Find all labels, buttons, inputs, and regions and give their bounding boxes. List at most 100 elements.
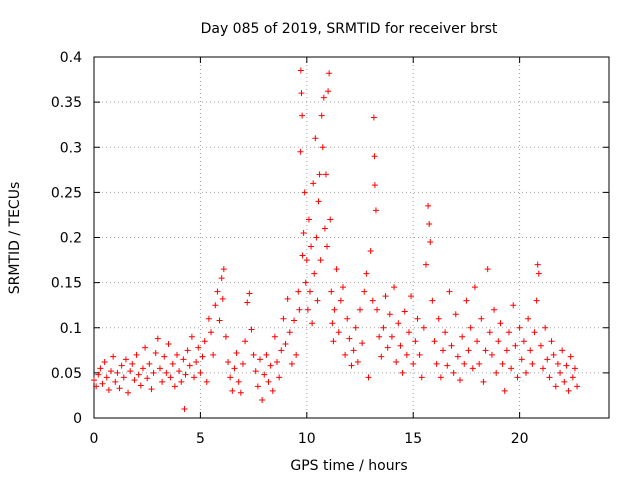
data-point <box>482 347 489 354</box>
data-point <box>222 333 229 340</box>
data-point <box>457 377 464 384</box>
data-point <box>380 324 387 331</box>
data-point <box>191 374 198 381</box>
data-point <box>510 302 517 309</box>
data-point <box>508 365 515 372</box>
data-point <box>327 216 334 223</box>
data-point <box>105 387 112 394</box>
data-point <box>299 112 306 119</box>
data-point <box>346 335 353 342</box>
data-point <box>544 356 551 363</box>
data-point <box>322 171 329 178</box>
data-point <box>314 297 321 304</box>
data-point <box>303 257 310 264</box>
data-point <box>263 351 270 358</box>
data-point <box>137 382 144 389</box>
data-point <box>274 359 281 366</box>
data-point <box>176 368 183 375</box>
data-point <box>154 335 161 342</box>
data-point <box>308 243 315 250</box>
data-point <box>326 70 333 77</box>
data-point <box>350 347 357 354</box>
data-point <box>181 405 188 412</box>
data-point <box>305 216 312 223</box>
data-point <box>316 171 323 178</box>
data-point <box>454 353 461 360</box>
data-point <box>516 324 523 331</box>
data-point <box>397 342 404 349</box>
data-point <box>324 243 331 250</box>
data-point <box>371 153 378 160</box>
data-point <box>505 329 512 336</box>
data-point <box>403 351 410 358</box>
data-point <box>244 299 251 306</box>
data-point <box>405 329 412 336</box>
data-point <box>357 306 364 313</box>
data-point <box>203 378 210 385</box>
data-point <box>188 333 195 340</box>
data-point <box>480 378 487 385</box>
data-point <box>122 356 129 363</box>
data-point <box>261 371 268 378</box>
y-tick-label: 0.35 <box>51 95 82 111</box>
data-point <box>242 338 249 345</box>
data-point <box>309 320 316 327</box>
y-axis: 0 0.05 0.1 0.15 0.2 0.25 0.3 0.35 0.4 <box>51 50 609 427</box>
data-point <box>129 360 136 367</box>
data-point <box>205 315 212 322</box>
data-point <box>474 338 481 345</box>
data-point <box>237 389 244 396</box>
y-tick-label: 0 <box>73 411 82 427</box>
data-point <box>554 360 561 367</box>
data-point <box>297 148 304 155</box>
data-point <box>410 360 417 367</box>
data-point <box>233 350 240 357</box>
x-axis-label: GPS time / hours <box>290 458 407 474</box>
data-point <box>548 338 555 345</box>
data-point <box>448 342 455 349</box>
data-point <box>256 356 263 363</box>
data-point <box>133 351 140 358</box>
data-point <box>352 324 359 331</box>
data-point <box>463 297 470 304</box>
data-point <box>416 351 423 358</box>
data-point <box>95 371 102 378</box>
data-point <box>318 112 325 119</box>
data-point <box>527 347 534 354</box>
data-point <box>540 365 547 372</box>
data-point <box>514 374 521 381</box>
data-point <box>216 317 223 324</box>
data-point <box>503 347 510 354</box>
data-point <box>344 315 351 322</box>
data-point <box>99 380 106 387</box>
data-point <box>386 311 393 318</box>
data-point <box>280 315 287 322</box>
data-point <box>388 333 395 340</box>
data-point <box>469 365 476 372</box>
data-point <box>296 306 303 313</box>
data-point <box>210 351 217 358</box>
data-point <box>184 347 191 354</box>
data-point <box>552 383 559 390</box>
data-point <box>531 329 538 336</box>
data-point <box>478 315 485 322</box>
x-tick-label: 15 <box>404 431 422 447</box>
data-point <box>110 353 117 360</box>
data-point <box>125 389 132 396</box>
data-point <box>116 385 123 392</box>
data-point <box>452 311 459 318</box>
data-point <box>367 248 374 255</box>
data-point <box>518 356 525 363</box>
data-point <box>319 144 326 151</box>
data-point <box>282 340 289 347</box>
data-point <box>311 270 318 277</box>
data-point <box>342 351 349 358</box>
data-point <box>493 369 500 376</box>
data-point <box>335 329 342 336</box>
data-point <box>186 362 193 369</box>
data-point <box>250 351 257 358</box>
data-point <box>313 234 320 241</box>
data-point <box>393 359 400 366</box>
data-point <box>401 308 408 315</box>
